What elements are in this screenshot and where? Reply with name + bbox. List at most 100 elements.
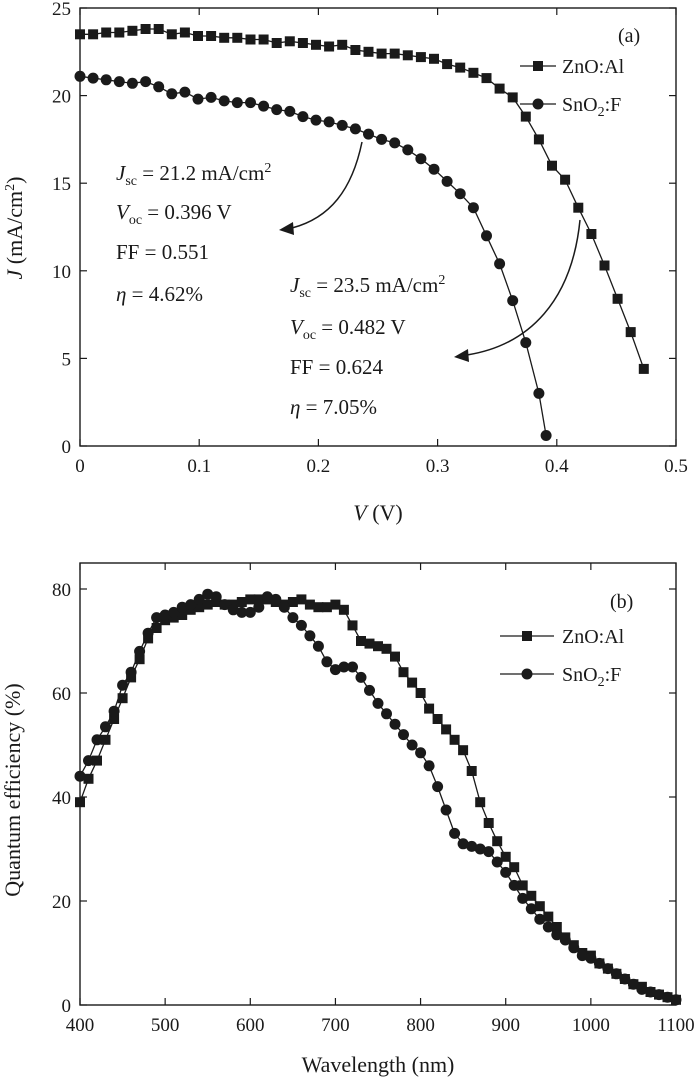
- data-point-circle: [323, 116, 335, 128]
- data-point-circle: [219, 599, 231, 611]
- data-point-circle: [364, 684, 375, 696]
- data-point-square: [75, 797, 85, 808]
- data-point-square: [573, 202, 584, 213]
- ticks-a: 0 0.1 0.2 0.3 0.4 0.5 0 5 10 15 20 25: [52, 0, 688, 477]
- data-point-square: [429, 53, 439, 64]
- annotation-ff-1: FF = 0.551: [116, 240, 209, 264]
- data-point-circle: [261, 591, 273, 603]
- data-point-square: [296, 594, 307, 605]
- x-tick-label: 1000: [572, 1015, 610, 1036]
- data-point-square: [390, 651, 400, 662]
- data-point-circle: [449, 827, 461, 839]
- data-point-circle: [525, 903, 537, 915]
- data-point-circle: [602, 963, 614, 975]
- data-point-square: [287, 597, 298, 607]
- data-point-circle: [113, 76, 125, 88]
- data-point-square: [509, 862, 520, 873]
- data-point-square: [415, 688, 426, 698]
- data-point-circle: [559, 934, 571, 946]
- annotation-snof-params: Jsc = 21.2 mA/cm2 Voc = 0.396 V FF = 0.5…: [116, 161, 271, 306]
- annotation-arrow-2: [466, 219, 581, 356]
- annotation-eta-2: η = 7.05%: [290, 395, 377, 419]
- x-axis-label-b: Wavelength (nm): [302, 1052, 455, 1077]
- data-point-circle: [457, 838, 469, 850]
- data-point-circle: [389, 718, 401, 730]
- data-point-circle: [236, 606, 248, 618]
- data-point-square: [245, 34, 256, 45]
- annotation-ff-2: FF = 0.624: [290, 355, 383, 379]
- data-point-square: [75, 29, 85, 40]
- data-point-circle: [258, 100, 270, 112]
- data-point-square: [364, 638, 375, 649]
- x-tick-label: 500: [151, 1015, 180, 1036]
- data-point-square: [324, 41, 335, 52]
- data-point-square: [321, 602, 332, 613]
- y-tick-label: 25: [52, 0, 71, 20]
- data-point-circle: [406, 739, 418, 751]
- panel-label-b: (b): [610, 591, 633, 613]
- data-point-circle: [517, 892, 529, 904]
- data-point-circle: [610, 968, 622, 980]
- data-point-circle: [355, 671, 367, 683]
- data-point-square: [381, 643, 392, 654]
- data-point-square: [625, 327, 636, 338]
- data-point-square: [455, 62, 466, 73]
- data-point-circle: [134, 645, 146, 657]
- data-point-square: [441, 724, 452, 735]
- y-tick-label: 15: [52, 174, 71, 195]
- data-point-circle: [415, 153, 427, 165]
- data-point-circle: [423, 760, 435, 772]
- data-point-circle: [245, 97, 256, 109]
- data-point-square: [376, 48, 387, 59]
- data-point-square: [612, 293, 623, 304]
- data-point-circle: [227, 604, 239, 616]
- data-point-circle: [619, 973, 631, 985]
- x-tick-label: 700: [321, 1015, 350, 1036]
- data-point-circle: [508, 879, 520, 891]
- data-point-square: [492, 836, 503, 847]
- data-point-square: [389, 48, 400, 59]
- data-point-circle: [349, 123, 361, 135]
- y-axis-label-b: Quantum efficiency (%): [0, 683, 25, 896]
- panel-label-a: (a): [618, 25, 640, 47]
- data-point-square: [520, 111, 531, 122]
- data-point-square: [206, 31, 217, 41]
- data-point-circle: [244, 606, 256, 618]
- data-point-square: [356, 636, 366, 646]
- data-point-circle: [153, 81, 165, 93]
- data-point-square: [481, 73, 492, 84]
- x-tick-label: 900: [491, 1015, 520, 1036]
- data-point-square: [253, 594, 264, 605]
- x-tick-label: 800: [406, 1015, 435, 1036]
- data-point-circle: [329, 664, 341, 676]
- data-point-circle: [491, 856, 503, 868]
- data-point-square: [271, 38, 282, 48]
- data-point-circle: [140, 76, 152, 88]
- data-point-square: [442, 59, 453, 70]
- data-point-circle: [91, 734, 103, 746]
- data-point-square: [432, 714, 443, 724]
- data-point-circle: [474, 843, 486, 855]
- data-point-circle: [568, 942, 580, 954]
- y-tick-label: 60: [52, 684, 71, 705]
- data-point-circle: [670, 994, 682, 1006]
- data-point-square: [166, 29, 177, 40]
- data-point-square: [373, 641, 383, 652]
- data-point-circle: [166, 88, 178, 100]
- data-point-circle: [271, 104, 283, 116]
- y-tick-label: 40: [52, 788, 71, 809]
- data-point-square: [638, 363, 649, 374]
- data-point-square: [100, 734, 111, 745]
- data-point-circle: [402, 144, 414, 156]
- data-point-circle: [193, 593, 205, 605]
- data-point-square: [236, 597, 247, 607]
- data-point-square: [194, 602, 205, 613]
- data-point-square: [92, 755, 102, 766]
- data-point-circle: [534, 913, 546, 925]
- data-point-circle: [551, 929, 563, 941]
- data-point-circle: [304, 630, 316, 642]
- data-point-circle: [627, 978, 639, 990]
- data-point-circle: [310, 114, 322, 126]
- data-point-square: [140, 24, 151, 34]
